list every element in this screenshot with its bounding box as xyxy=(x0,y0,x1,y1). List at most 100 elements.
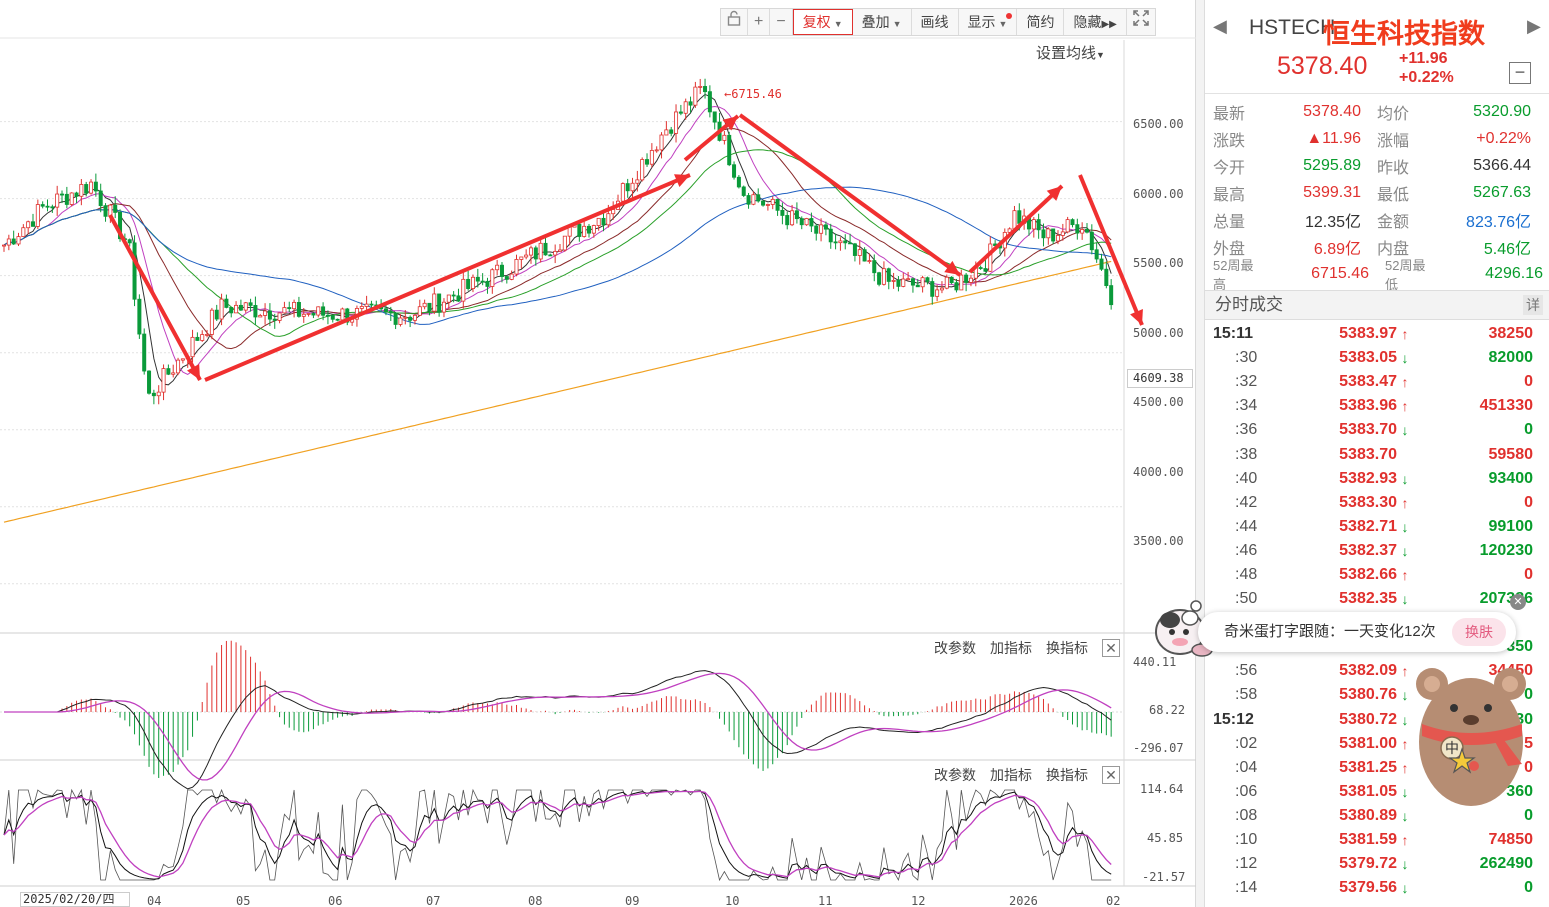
prev-arrow-icon[interactable]: ◀ xyxy=(1213,16,1227,36)
tick-row[interactable]: :50 5382.35 ↓ 207386 xyxy=(1205,587,1549,611)
tick-row[interactable]: 15:11 5383.97 ↑ 38250 xyxy=(1205,322,1549,346)
overlay-button[interactable]: 叠加 ▼ xyxy=(853,9,912,35)
change-params-button[interactable]: 改参数 xyxy=(934,640,976,656)
x-month-label: 04 xyxy=(147,894,162,907)
switch-indicator-button[interactable]: 换指标 xyxy=(1046,767,1088,783)
display-button[interactable]: 显示 ▼ xyxy=(959,9,1018,35)
caret-down-icon: ▼ xyxy=(998,19,1008,29)
candle xyxy=(2,244,7,247)
change-params-button[interactable]: 改参数 xyxy=(934,767,976,783)
change-skin-button[interactable]: 换肤 xyxy=(1452,618,1506,646)
quote-label: 内盘 xyxy=(1377,240,1410,258)
y-tick-label: 6000.00 xyxy=(1133,187,1184,201)
candle xyxy=(127,239,132,244)
tick-price: 5382.37 xyxy=(1339,541,1397,559)
candle xyxy=(470,276,475,289)
tick-time: :38 xyxy=(1235,445,1258,463)
switch-indicator-button[interactable]: 换指标 xyxy=(1046,640,1088,656)
kdj-panel-menu: 改参数 加指标 换指标 ✕ xyxy=(934,765,1120,785)
kline-chart-area[interactable]: + − 复权 ▼ 叠加 ▼ 画线 显示 ▼ 简约 隐藏▶▶ 设置均线▼ ←6715.4… xyxy=(0,0,1196,907)
tick-volume: 59580 xyxy=(1488,445,1534,463)
candle xyxy=(732,164,737,178)
kdj-tick-label: -21.57 xyxy=(1142,870,1186,884)
tick-row[interactable]: :32 5383.47 ↑ 0 xyxy=(1205,370,1549,394)
hide-label: 隐藏 xyxy=(1073,14,1102,30)
simple-mode-button[interactable]: 简约 xyxy=(1017,9,1065,35)
candle xyxy=(1109,285,1114,306)
tick-row[interactable]: :58 5380.76 ↓ 0 xyxy=(1205,683,1549,707)
tick-row[interactable]: :36 5383.70 ↓ 0 xyxy=(1205,418,1549,442)
tick-row[interactable]: :48 5382.66 ↑ 0 xyxy=(1205,563,1549,587)
candle xyxy=(862,249,867,262)
ticks-list[interactable]: 15:11 5383.97 ↑ 38250:30 5383.05 ↓ 82000:32 538… xyxy=(1205,322,1549,900)
candle xyxy=(296,301,301,317)
candle xyxy=(785,215,790,226)
tick-row[interactable]: :42 5383.30 ↑ 0 xyxy=(1205,491,1549,515)
hide-panel-button[interactable]: 隐藏▶▶ xyxy=(1064,9,1127,35)
candle xyxy=(103,205,108,217)
quote-label: 涨跌 xyxy=(1213,132,1246,150)
candle xyxy=(364,303,369,307)
quote-label: 最高 xyxy=(1213,186,1246,204)
candle xyxy=(151,392,156,397)
zoom-in-button[interactable]: + xyxy=(748,9,771,35)
trend-arrow xyxy=(968,184,1064,274)
candle xyxy=(746,195,751,205)
tick-row[interactable]: :10 5381.59 ↑ 74850 xyxy=(1205,828,1549,852)
zoom-out-button[interactable]: − xyxy=(770,9,793,35)
tick-row[interactable]: :14 5379.56 ↓ 0 xyxy=(1205,876,1549,900)
quote-label: 总量 xyxy=(1213,213,1246,231)
candle xyxy=(901,278,906,287)
display-label: 显示 xyxy=(967,14,996,30)
kline-chart-canvas[interactable] xyxy=(0,0,1196,907)
tick-row[interactable]: :44 5382.71 ↓ 99100 xyxy=(1205,515,1549,539)
candle xyxy=(412,314,417,321)
close-icon[interactable]: ✕ xyxy=(1102,639,1120,657)
next-arrow-icon[interactable]: ▶ xyxy=(1527,16,1541,36)
tick-row[interactable]: :40 5382.93 ↓ 93400 xyxy=(1205,467,1549,491)
candle xyxy=(558,249,563,252)
detail-button[interactable]: 详 xyxy=(1523,295,1543,315)
fullscreen-icon[interactable] xyxy=(1127,9,1155,35)
cat-mascot-icon[interactable] xyxy=(1150,598,1224,660)
tick-row[interactable]: :06 5381.05 ↓ 360 xyxy=(1205,780,1549,804)
quote-row: 今开 5295.89 昨收 5366.44 xyxy=(1205,152,1549,179)
tick-row[interactable]: :30 5383.05 ↓ 82000 xyxy=(1205,346,1549,370)
close-icon[interactable]: ✕ xyxy=(1510,594,1526,610)
tick-row[interactable]: :34 5383.96 ↑ 451330 xyxy=(1205,394,1549,418)
candle xyxy=(741,186,746,196)
candle xyxy=(490,269,495,287)
x-month-label: 12 xyxy=(911,894,926,907)
tick-volume: 93400 xyxy=(1488,469,1534,487)
tick-row[interactable]: 15:12 5380.72 ↓ 30 xyxy=(1205,708,1549,732)
tick-row[interactable]: :02 5381.00 ↑ 5 xyxy=(1205,732,1549,756)
tick-row[interactable]: :46 5382.37 ↓ 120230 xyxy=(1205,539,1549,563)
draw-line-button[interactable]: 画线 xyxy=(912,9,959,35)
candle xyxy=(1055,235,1060,242)
ma-setting-dropdown[interactable]: 设置均线▼ xyxy=(1036,42,1105,63)
tick-row[interactable]: :38 5383.70 59580 xyxy=(1205,442,1549,466)
lock-icon[interactable] xyxy=(721,9,748,35)
add-indicator-button[interactable]: 加指标 xyxy=(990,767,1032,783)
tick-volume: 0 xyxy=(1524,758,1533,776)
tick-row[interactable]: :12 5379.72 ↓ 262490 xyxy=(1205,852,1549,876)
quote-row: 最新 5378.40 均价 5320.90 xyxy=(1205,98,1549,125)
candle xyxy=(775,198,780,211)
tick-row[interactable]: :08 5380.89 ↓ 0 xyxy=(1205,804,1549,828)
panel-splitter[interactable] xyxy=(1196,0,1205,907)
tick-row[interactable]: :04 5381.25 ↑ 0 xyxy=(1205,756,1549,780)
fuquan-button[interactable]: 复权 ▼ xyxy=(792,9,853,35)
close-icon[interactable]: ✕ xyxy=(1102,766,1120,784)
candle xyxy=(640,159,645,181)
caret-down-icon: ▼ xyxy=(892,19,902,29)
tick-price: 5381.00 xyxy=(1339,734,1397,752)
collapse-button[interactable]: − xyxy=(1509,62,1531,84)
candle xyxy=(137,298,142,335)
arrow-down-icon: ↓ xyxy=(1401,591,1409,608)
bear-mascot-icon[interactable]: 中 xyxy=(1410,662,1532,808)
notification-bubble[interactable]: 奇米蛋打字跟随：一天变化12次 换肤 xyxy=(1198,612,1516,652)
candle xyxy=(335,318,340,321)
add-indicator-button[interactable]: 加指标 xyxy=(990,640,1032,656)
candle xyxy=(625,183,630,192)
candle xyxy=(591,225,596,234)
